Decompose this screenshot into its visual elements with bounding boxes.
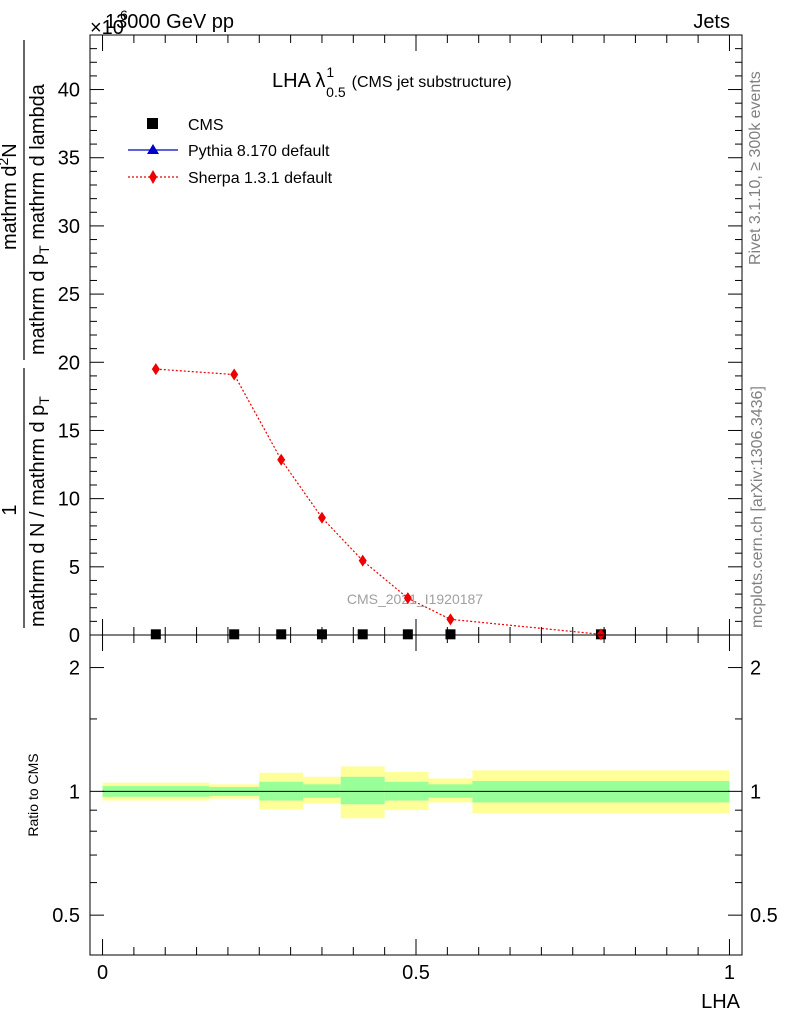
- legend: CMS Pythia 8.170 default Sherpa 1.3.1 de…: [128, 117, 333, 187]
- main-y-axis-label: 1 mathrm d N / mathrm d pT mathrm d2N ma…: [0, 40, 52, 628]
- legend-pythia-marker: [147, 144, 159, 154]
- main-ytick-label-6: 30: [58, 216, 80, 238]
- sherpa-point-7: [596, 628, 605, 641]
- main-ytick-label-8: 40: [58, 80, 80, 102]
- ratio-xtick-label-1: 0.5: [402, 962, 430, 984]
- ratio-xtick-label-2: 1: [724, 962, 735, 984]
- main-ytick-label-4: 20: [58, 352, 80, 374]
- ratio-axes: 0.5 0.5 1 1 2 2 0 0.5 1: [52, 635, 778, 984]
- ratio-frame: [89, 634, 743, 956]
- cms-point-6: [445, 629, 456, 640]
- ylabel-num-top: 1: [0, 504, 21, 515]
- legend-cms-marker: [147, 118, 158, 129]
- cms-point-0: [150, 629, 161, 640]
- legend-sherpa-marker: [149, 170, 157, 184]
- main-ytick-label-2: 10: [58, 489, 80, 511]
- sherpa-point-4: [358, 554, 367, 567]
- cms-point-3: [316, 629, 327, 640]
- ratio-y-axis-label: Ratio to CMS: [25, 753, 41, 836]
- legend-pythia-label: Pythia 8.170 default: [188, 143, 330, 160]
- ratio-ytick-label-right-0: 0.5: [750, 905, 778, 927]
- jets-title: Jets: [693, 11, 730, 33]
- rivet-label: Rivet 3.1.10, ≥ 300k events: [747, 71, 764, 265]
- main-ytick-label-7: 35: [58, 148, 80, 170]
- energy-title: 13000 GeV pp: [105, 11, 234, 33]
- ratio-bands: [102, 766, 730, 819]
- legend-sherpa-label: Sherpa 1.3.1 default: [188, 170, 333, 187]
- sherpa-point-6: [446, 613, 455, 626]
- main-ytick-label-0: 0: [69, 625, 80, 647]
- ylabel-den-top: mathrm d N / mathrm d pT: [27, 396, 52, 627]
- y-multiplier: ×10: [90, 17, 124, 39]
- ylabel-num-bottom: mathrm d2N: [0, 143, 21, 250]
- ratio-band-inner-4: [340, 776, 385, 805]
- sherpa-line: [155, 368, 602, 635]
- main-ytick-label-5: 25: [58, 284, 80, 306]
- main-axes: 0 5 10 15 20 25 30 35 40: [58, 35, 742, 647]
- ylabel-den-bottom: mathrm d pT mathrm d lambda: [27, 83, 52, 355]
- cms-point-2: [276, 629, 287, 640]
- main-ytick-label-3: 15: [58, 420, 80, 442]
- main-series: [150, 363, 606, 641]
- main-ytick-label-1: 5: [69, 557, 80, 579]
- ratio-ytick-label-left-0: 0.5: [52, 905, 80, 927]
- ratio-ytick-label-left-1: 1: [69, 781, 80, 803]
- analysis-watermark: CMS_2021_I1920187: [347, 591, 483, 607]
- cms-point-4: [357, 629, 368, 640]
- sherpa-point-3: [317, 511, 326, 524]
- ratio-ytick-label-right-2: 2: [750, 658, 761, 680]
- cms-point-1: [229, 629, 240, 640]
- legend-cms-label: CMS: [188, 117, 224, 134]
- cms-point-5: [402, 629, 413, 640]
- ratio-ytick-label-left-2: 2: [69, 658, 80, 680]
- ratio-xtick-label-0: 0: [97, 962, 108, 984]
- y-multiplier-exponent: 6: [120, 7, 128, 23]
- x-axis-title: LHA: [701, 991, 741, 1013]
- plot-label: LHA λ1 0.5(CMS jet substructure): [272, 64, 512, 100]
- sherpa-point-0: [151, 363, 160, 376]
- ratio-ytick-label-right-1: 1: [750, 781, 761, 803]
- mcplots-label: mcplots.cern.ch [arXiv:1306.3436]: [749, 386, 766, 628]
- sherpa-point-5: [403, 592, 412, 605]
- sherpa-point-2: [277, 453, 286, 466]
- sherpa-point-1: [230, 368, 239, 381]
